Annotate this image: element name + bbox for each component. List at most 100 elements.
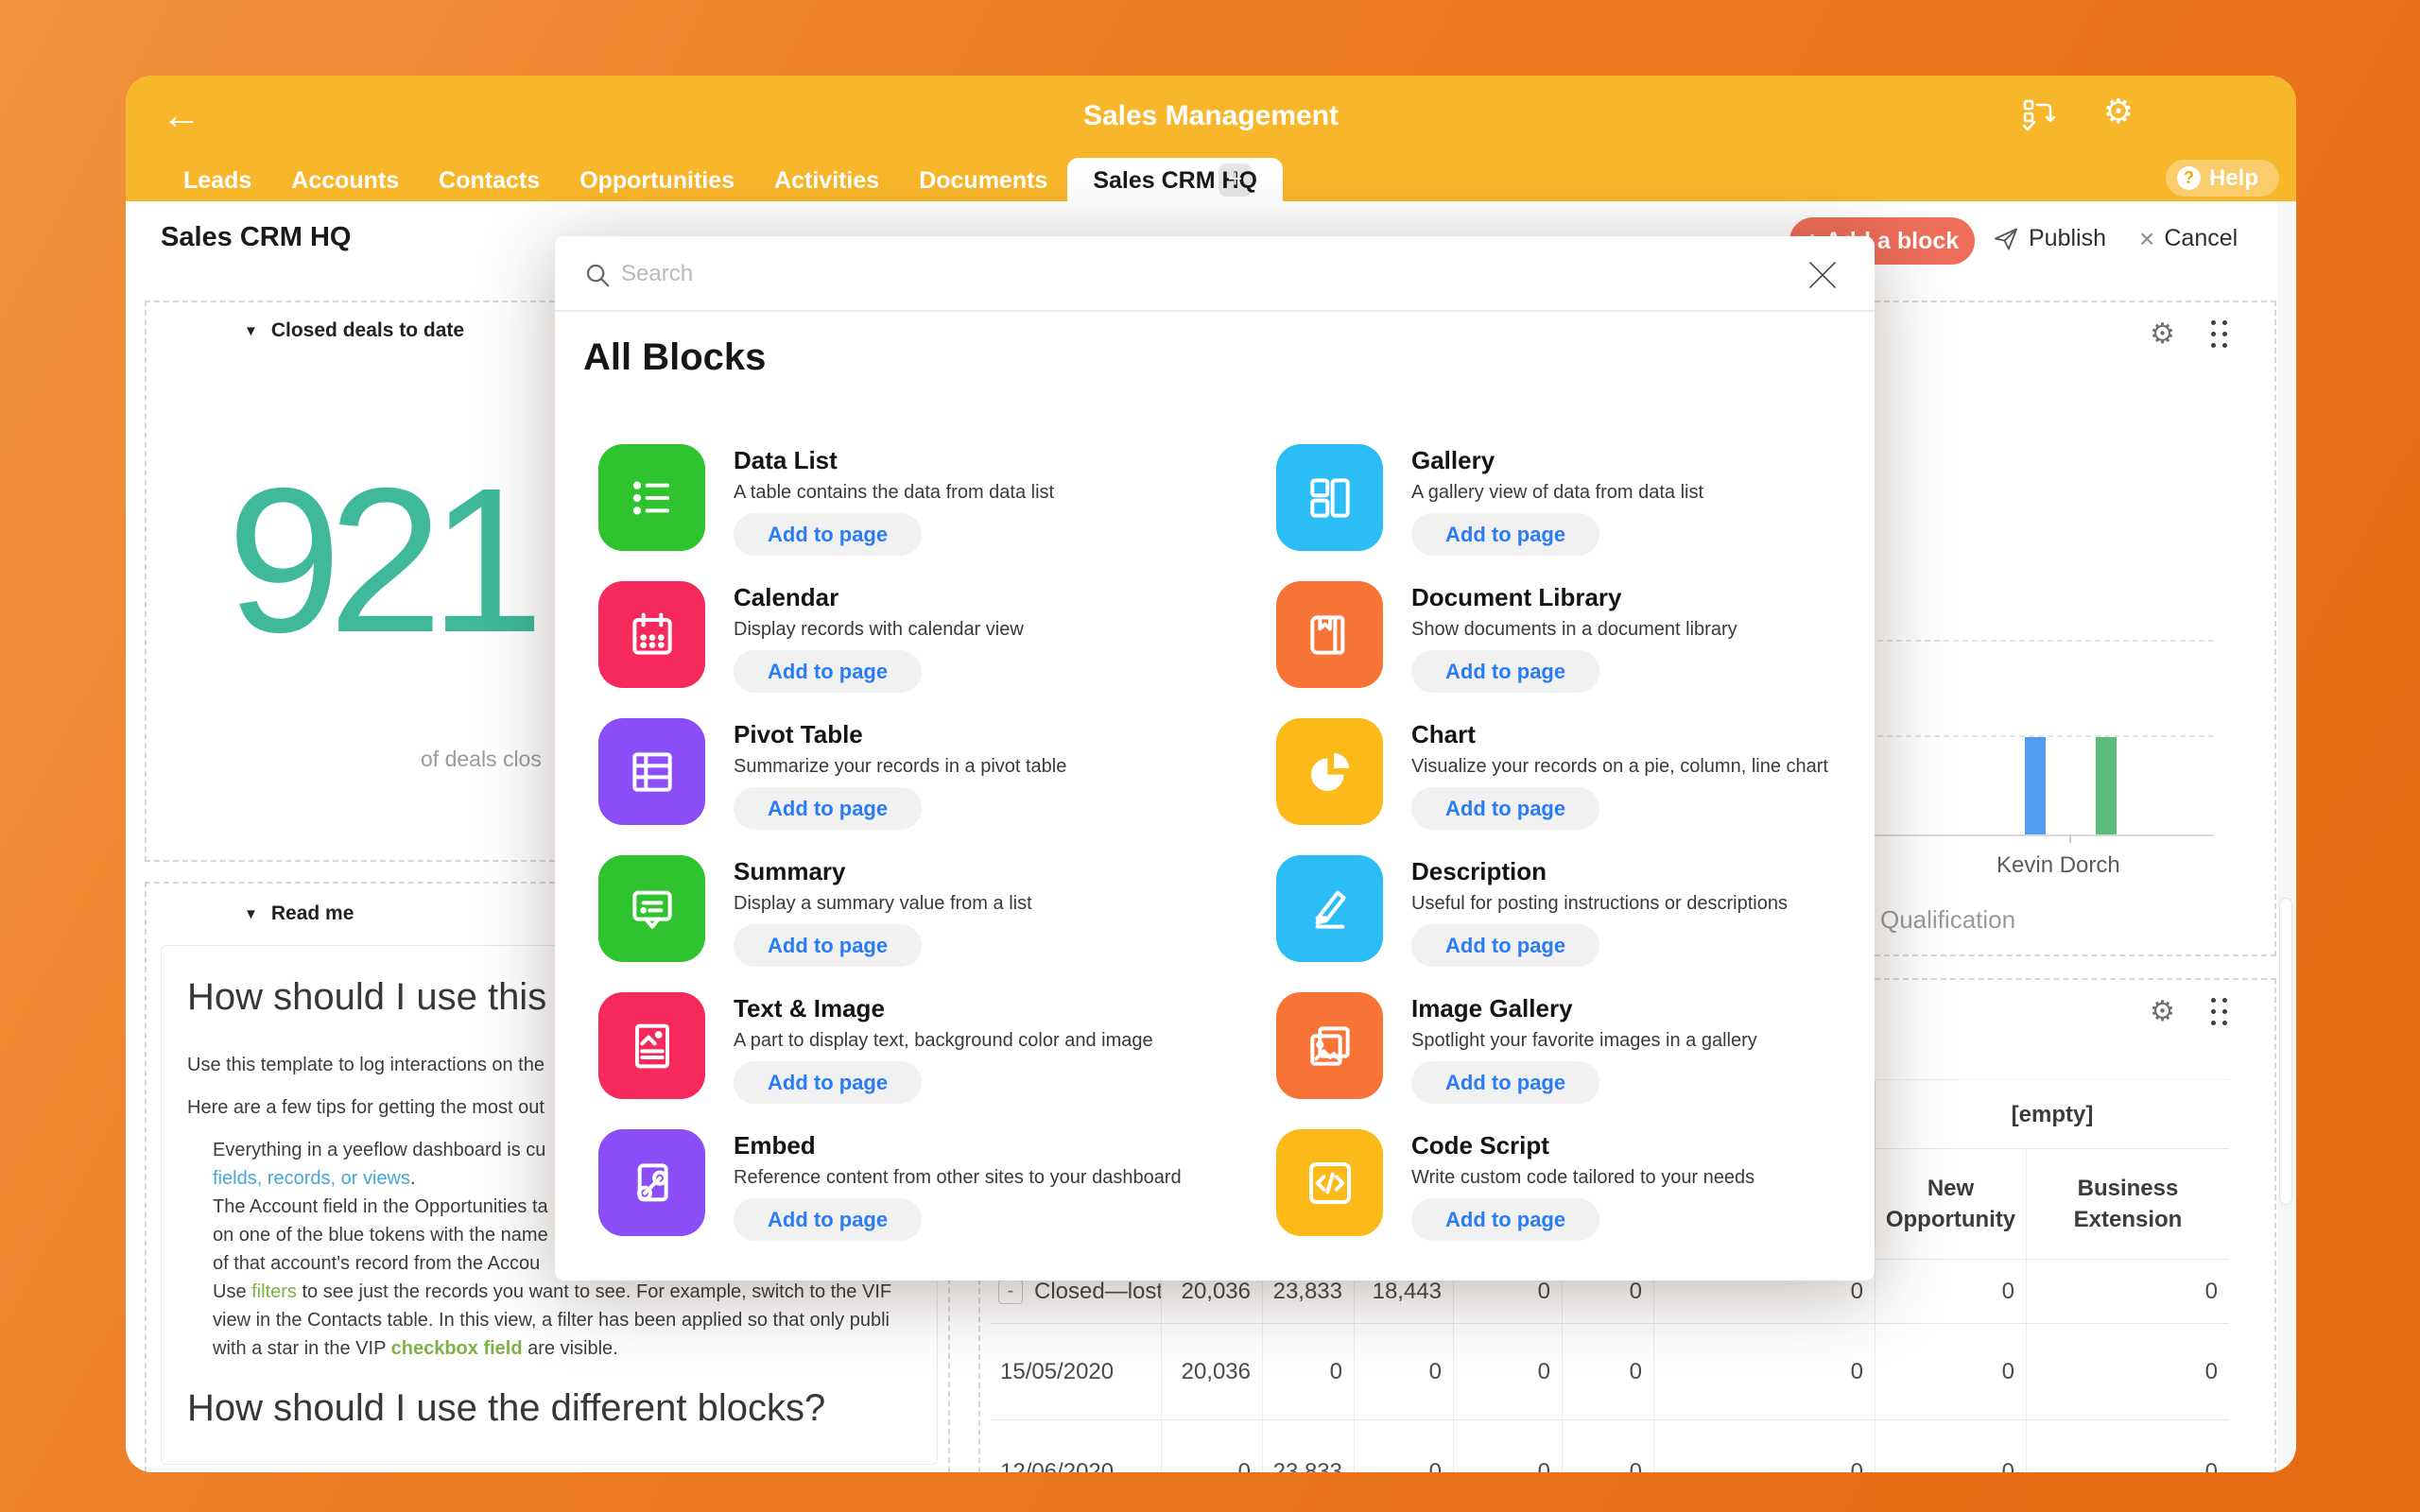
drag-handle-icon[interactable] (2211, 320, 2227, 348)
add-to-page-button[interactable]: Add to page (734, 787, 923, 830)
add-to-page-button[interactable]: Add to page (1411, 513, 1600, 556)
add-to-page-button[interactable]: Add to page (734, 924, 923, 967)
tab-activities[interactable]: Activities (774, 167, 880, 194)
add-to-page-button[interactable]: Add to page (734, 513, 923, 556)
readme-line: Use filters to see just the records you … (213, 1278, 937, 1306)
chart-x-label: Kevin Dorch (1996, 852, 2120, 878)
readme-text: Use this template to log interactions on… (187, 1055, 544, 1075)
add-to-page-button[interactable]: Add to page (1411, 1198, 1600, 1241)
scrollbar-thumb[interactable] (2279, 898, 2292, 1205)
readme-link[interactable]: Blocks (187, 1464, 243, 1465)
help-button[interactable]: ? Help (2165, 160, 2279, 197)
block-title: Summary (734, 857, 846, 885)
description-icon (1276, 855, 1383, 962)
add-to-page-button[interactable]: Add to page (1411, 650, 1600, 693)
block-description: Display a summary value from a list (734, 893, 1032, 914)
block-title: Document Library (1411, 583, 1622, 611)
embed-icon (598, 1129, 705, 1236)
close-icon[interactable] (1805, 257, 1841, 293)
add-to-page-button[interactable]: Add to page (1411, 787, 1600, 830)
block-description: A table contains the data from data list (734, 482, 1055, 503)
block-text: Data List A table contains the data from … (734, 444, 1054, 581)
read-me-title: Read me (270, 902, 354, 924)
table-cell: 0 (1875, 1260, 2026, 1323)
readme-link[interactable]: checkbox field (390, 1338, 523, 1359)
publish-button[interactable]: Publish (1993, 225, 2106, 252)
table-cell: 0 (2026, 1420, 2229, 1472)
cancel-label: Cancel (2164, 225, 2238, 251)
table-cell: 0 (1562, 1260, 1653, 1323)
chart-icon (1276, 718, 1383, 825)
table-cell: 20,036 (1161, 1260, 1262, 1323)
pivot-table-icon (598, 718, 705, 825)
add-to-page-button[interactable]: Add to page (1411, 1061, 1600, 1104)
block-row-embed: Embed Reference content from other sites … (598, 1129, 1276, 1266)
readme-link[interactable]: filters (251, 1281, 297, 1302)
readme-text: of that account's record from the Accou (213, 1253, 541, 1274)
settings-gear-icon[interactable]: ⚙ (2102, 92, 2134, 130)
workflow-icon[interactable] (2020, 96, 2058, 134)
text-image-icon (598, 992, 705, 1099)
tab-opportunities[interactable]: Opportunities (579, 167, 735, 194)
back-arrow-icon[interactable]: ← (162, 93, 201, 137)
tab-sales-crm-hq[interactable]: Sales CRM HQ (1067, 158, 1284, 201)
tab-documents[interactable]: Documents (919, 167, 1048, 194)
add-tab-button[interactable]: + (1219, 163, 1252, 197)
read-me-collapse[interactable]: ▼ Read me (244, 902, 354, 925)
drag-handle-icon[interactable] (2211, 998, 2227, 1025)
block-description: Useful for posting instructions or descr… (1411, 893, 1788, 914)
table-cell: 0 (1354, 1324, 1453, 1419)
block-title: Calendar (734, 583, 839, 611)
table-cell: 0 (2026, 1324, 2229, 1419)
row-label-text: Closed—lost (1034, 1278, 1161, 1304)
add-to-page-button[interactable]: Add to page (734, 1198, 923, 1241)
scrollbar-track[interactable] (2277, 201, 2294, 1472)
block-row-gallery: Gallery A gallery view of data from data … (1276, 444, 1843, 581)
readme-heading-1: How should I use this (187, 976, 547, 1018)
search-input[interactable] (621, 253, 1708, 295)
tab-accounts[interactable]: Accounts (291, 167, 400, 194)
readme-body: Use this template to log interactions on… (187, 1051, 937, 1363)
row-label-text: 12/06/2020 (1000, 1458, 1115, 1473)
widget-gear-icon[interactable]: ⚙ (2150, 996, 2175, 1027)
table-cell: 0 (2026, 1260, 2229, 1323)
table-cell: 0 (1562, 1420, 1653, 1472)
add-to-page-button[interactable]: Add to page (1411, 924, 1600, 967)
pivot-row-label: - Closed—lost (991, 1260, 1161, 1323)
tab-contacts[interactable]: Contacts (439, 167, 541, 194)
table-cell: 23,833 (1262, 1260, 1354, 1323)
readme-heading-2: How should I use the different blocks? (187, 1387, 826, 1429)
block-text: Embed Reference content from other sites … (734, 1129, 1182, 1266)
table-cell: 0 (1875, 1324, 2026, 1419)
readme-link[interactable]: fields, records, or views (213, 1168, 410, 1189)
readme-text: view in the Contacts table. In this view… (213, 1310, 890, 1331)
closed-deals-collapse[interactable]: ▼ Closed deals to date (244, 319, 464, 342)
block-row-description: Description Useful for posting instructio… (1276, 855, 1843, 992)
closed-deals-value: 921 (227, 446, 544, 676)
table-row: - Closed—lost 20,036 23,833 18,443 0 0 0 0 0 (991, 1260, 2229, 1324)
add-to-page-button[interactable]: Add to page (734, 1061, 923, 1104)
all-blocks-modal: All Blocks Data List A table contains the… (555, 236, 1875, 1280)
block-text: Code Script Write custom code tailored to… (1411, 1129, 1754, 1266)
block-description: Write custom code tailored to your needs (1411, 1167, 1755, 1188)
table-cell: 0 (1453, 1420, 1562, 1472)
caret-down-icon: ▼ (244, 905, 258, 922)
block-text: Text & Image A part to display text, back… (734, 992, 1153, 1129)
document-library-icon (1276, 581, 1383, 688)
block-row-summary: Summary Display a summary value from a li… (598, 855, 1276, 992)
block-text: Document Library Show documents in a docu… (1411, 581, 1737, 718)
add-to-page-button[interactable]: Add to page (734, 650, 923, 693)
widget-gear-icon[interactable]: ⚙ (2150, 318, 2175, 350)
readme-partial-line: Blocks are useful parts you could add to… (187, 1460, 937, 1465)
collapse-toggle[interactable]: - (998, 1279, 1023, 1304)
block-row-text-image: Text & Image A part to display text, back… (598, 992, 1276, 1129)
code-script-icon (1276, 1129, 1383, 1236)
search-icon (586, 264, 610, 287)
tab-leads[interactable]: Leads (183, 167, 252, 194)
block-row-code-script: Code Script Write custom code tailored to… (1276, 1129, 1843, 1266)
cancel-button[interactable]: × Cancel (2139, 225, 2238, 252)
block-title: Gallery (1411, 446, 1495, 474)
readme-text: with a star in the VIP (213, 1338, 391, 1359)
chart-bar (2025, 737, 2046, 834)
readme-line: Everything in a yeeflow dashboard is cu (213, 1136, 937, 1164)
